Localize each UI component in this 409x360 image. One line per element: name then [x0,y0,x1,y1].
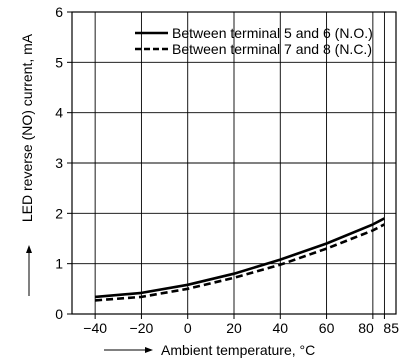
x-tick-label: 0 [184,320,192,336]
y-tick-label: 4 [55,105,63,121]
y-axis-title: LED reverse (NO) current, mA [19,33,35,222]
series-line-nc [95,223,386,302]
x-axis-title: Ambient temperature, °C [161,342,315,358]
series-layer [94,217,386,302]
gridlines [72,11,396,315]
x-tick-label: 85 [383,320,399,336]
y-tick-label: 2 [55,205,63,221]
x-tick-label: 20 [226,320,242,336]
series-line-no [94,217,386,299]
y-tick-label: 6 [55,4,63,20]
legend-label-no: Between terminal 5 and 6 (N.O.) [172,25,373,41]
x-axis-title-group: Ambient temperature, °C [104,342,315,358]
legend: Between terminal 5 and 6 (N.O.) Between … [135,25,373,57]
x-tick-label: −20 [130,320,154,336]
x-axis-arrowhead-icon [145,347,153,353]
x-tick-label: 60 [319,320,335,336]
x-tick-label: 40 [272,320,288,336]
y-tick-label: 5 [55,54,63,70]
y-axis-title-group: LED reverse (NO) current, mA [19,33,35,296]
y-tick-label: 3 [55,155,63,171]
axis-ticks: −40 −20 0 20 40 60 80 85 0 1 2 3 4 5 6 [55,4,399,336]
x-tick-label: 80 [358,320,374,336]
y-tick-label: 0 [55,306,63,322]
legend-label-nc: Between terminal 7 and 8 (N.C.) [172,41,372,57]
x-tick-label: −40 [83,320,107,336]
y-axis-arrowhead-icon [26,245,32,253]
y-tick-label: 1 [55,256,63,272]
